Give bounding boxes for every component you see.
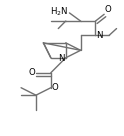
Text: O: O	[105, 5, 111, 14]
Text: O: O	[29, 68, 35, 77]
Text: O: O	[51, 83, 58, 92]
Text: N: N	[59, 54, 65, 63]
Text: N: N	[96, 31, 103, 40]
Text: H$_2$N: H$_2$N	[50, 6, 68, 18]
